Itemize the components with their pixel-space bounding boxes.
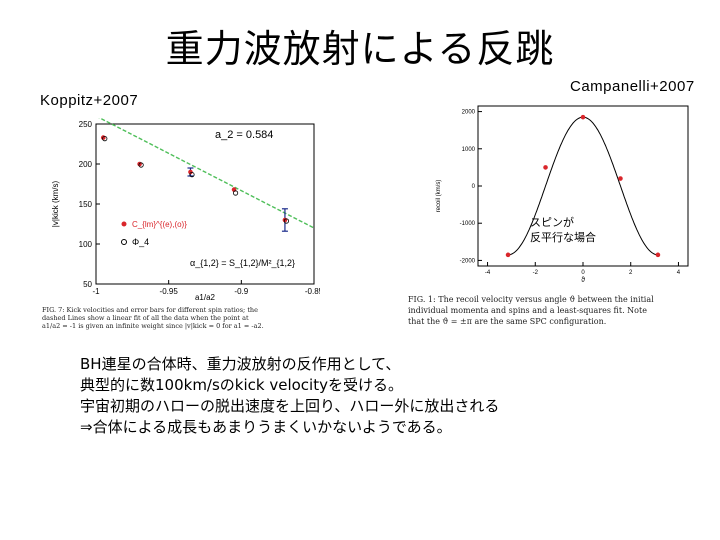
right-y-axis-label: recoil (km/s) bbox=[436, 180, 442, 213]
left-legend-2-marker bbox=[121, 239, 127, 245]
right-annotation-line-2: 反平行な場合 bbox=[530, 230, 596, 244]
right-x-tick-label: -4 bbox=[485, 270, 491, 276]
right-x-tick-label: 4 bbox=[677, 270, 681, 276]
right-y-tick-label: 2000 bbox=[462, 110, 476, 116]
left-caption-line-2: dashed Lines show a linear fit of all th… bbox=[42, 314, 249, 322]
body-line-3: 宇宙初期のハローの脱出速度を上回り、ハロー外に放出される bbox=[80, 397, 500, 415]
right-data-point bbox=[580, 114, 586, 120]
left-data-point-phi4 bbox=[232, 190, 239, 196]
left-x-tick-label: -1 bbox=[92, 287, 100, 296]
right-caption-line-3: that the ϑ = ±π are the same SPC configu… bbox=[408, 317, 607, 326]
right-data-point bbox=[618, 176, 623, 181]
left-data-point-phi4 bbox=[138, 162, 144, 168]
slide-title: 重力波放射による反跳 bbox=[165, 27, 555, 71]
body-line-2: 典型的に数100km/sのkick velocityを受ける。 bbox=[80, 376, 403, 394]
body-text: BH連星の合体時、重力波放射の反作用として、 典型的に数100km/sのkick… bbox=[80, 354, 499, 438]
left-x-tick-label: -0.85 bbox=[305, 287, 320, 296]
left-y-tick-label: 50 bbox=[83, 280, 92, 289]
right-x-axis-label: ϑ bbox=[581, 277, 585, 284]
left-annotation-bottom: α_{1,2} = S_{1,2}/M²_{1,2} bbox=[190, 258, 295, 268]
left-y-tick-label: 250 bbox=[79, 120, 93, 129]
left-annotation-top: a_2 = 0.584 bbox=[215, 129, 273, 141]
left-legend-2: Φ_4 bbox=[132, 237, 149, 247]
right-x-tick-label: 2 bbox=[629, 270, 633, 276]
figure-right: recoil (km/s) ϑ スピンが 反平行な場合 2000 1000 0 -10… bbox=[408, 96, 700, 348]
left-data-point-phi4 bbox=[283, 218, 290, 224]
right-data-point bbox=[543, 165, 548, 170]
left-legend-1: C_{lm}^{(e),(o)} bbox=[132, 220, 187, 229]
left-fit-line bbox=[95, 115, 315, 229]
right-caption-line-1: FIG. 1: The recoil velocity versus angle… bbox=[408, 295, 654, 304]
right-x-tick-label: 0 bbox=[581, 270, 585, 276]
left-x-tick-label: -0.95 bbox=[160, 287, 179, 296]
left-data-point bbox=[188, 169, 193, 175]
left-legend-1-marker bbox=[121, 221, 127, 227]
left-y-axis-label: |v|kick (km/s) bbox=[51, 180, 60, 227]
left-data-point-phi4 bbox=[189, 171, 195, 178]
body-line-1: BH連星の合体時、重力波放射の反作用として、 bbox=[80, 355, 401, 373]
right-annotation-line-1: スピンが bbox=[530, 215, 574, 229]
recoil-velocity-chart: recoil (km/s) ϑ スピンが 反平行な場合 2000 1000 0 -10… bbox=[436, 105, 689, 284]
right-y-tick-label: 0 bbox=[472, 184, 476, 190]
right-x-tick-label: -2 bbox=[533, 270, 539, 276]
label-koppitz: Koppitz+2007 bbox=[40, 92, 139, 109]
right-caption-line-2: individual momenta and spins and a least… bbox=[408, 306, 647, 315]
left-x-axis-label: a1/a2 bbox=[195, 293, 216, 302]
left-caption-line-1: FIG. 7: Kick velocities and error bars f… bbox=[42, 306, 258, 314]
left-y-tick-label: 100 bbox=[79, 240, 93, 249]
left-x-tick-label: -0.9 bbox=[234, 287, 248, 296]
body-line-4: ⇒合体による成長もあまりうまくいかないようである。 bbox=[80, 418, 452, 436]
left-caption-line-3: a1/a2 = -1 is given an infinite weight s… bbox=[42, 322, 264, 330]
figure-left: |v|kick (km/s) a1/a2 a_2 = 0.584 α_{1,2}… bbox=[40, 115, 324, 340]
kick-velocity-chart: |v|kick (km/s) a1/a2 a_2 = 0.584 α_{1,2}… bbox=[51, 115, 324, 302]
right-y-tick-label: -1000 bbox=[460, 221, 476, 227]
right-data-point bbox=[655, 252, 661, 258]
right-y-tick-label: 1000 bbox=[462, 147, 476, 153]
left-data-point-phi4 bbox=[102, 135, 108, 142]
right-data-point bbox=[505, 252, 511, 258]
left-y-tick-label: 200 bbox=[79, 160, 93, 169]
label-campanelli: Campanelli+2007 bbox=[570, 78, 695, 95]
left-y-tick-label: 150 bbox=[79, 200, 93, 209]
right-y-tick-label: -2000 bbox=[460, 258, 476, 264]
